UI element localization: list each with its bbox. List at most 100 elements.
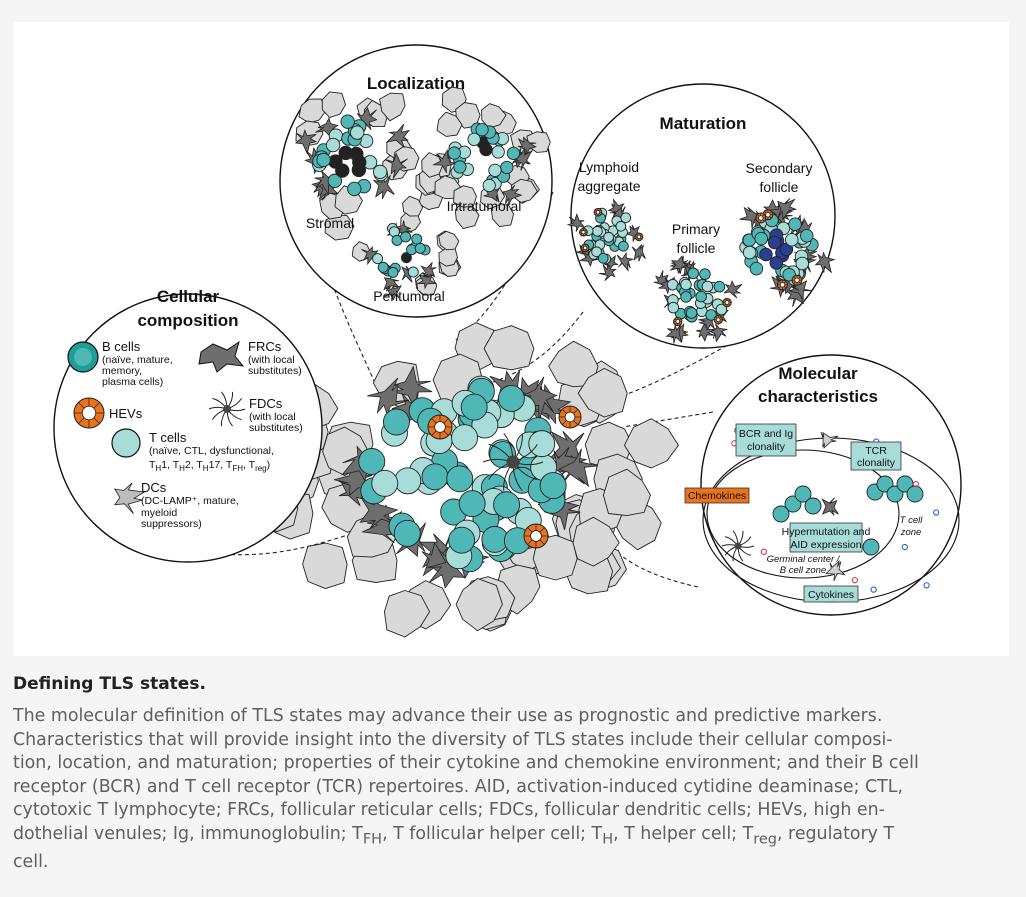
- lymphocyte: [687, 267, 700, 280]
- lymphocyte: [414, 242, 426, 254]
- cytokine-molecule: [923, 582, 930, 589]
- tumor-cell: [483, 325, 535, 371]
- lymphocyte: [325, 137, 341, 153]
- caption-body: The molecular definition of TLS states m…: [13, 705, 1013, 875]
- frc-cell: [777, 198, 798, 221]
- hev-vessel: [579, 227, 588, 237]
- lymphocyte: [685, 307, 698, 319]
- tumor-cell: [455, 578, 503, 632]
- bcr-label-1: BCR and Ig: [739, 428, 793, 440]
- tumor-cell: [302, 542, 348, 590]
- figure-panel: Localization Stromal Intratumoral Peritu…: [13, 22, 1009, 656]
- dc-cell: [820, 431, 839, 449]
- b-cells-desc-3: plasma cells): [102, 376, 163, 388]
- cellular-title-1: Cellular: [157, 287, 220, 306]
- fdc-cell: [721, 530, 755, 562]
- tissue-cell: [438, 247, 458, 267]
- cytokine-molecule: [901, 543, 908, 551]
- frc-cell: [599, 263, 617, 281]
- lymphocyte: [327, 173, 343, 189]
- frc-cell: [501, 184, 523, 205]
- tissue-cell: [379, 92, 406, 122]
- lymphocyte: [453, 160, 467, 174]
- hev-icon: [73, 397, 105, 429]
- lymphocyte: [713, 280, 726, 293]
- lymphocyte: [335, 163, 350, 178]
- peritumoral-tls-drawing: [351, 195, 462, 301]
- lymphocyte: [695, 290, 707, 303]
- lymphocyte: [451, 424, 479, 452]
- lymphocyte: [680, 278, 692, 291]
- fdc-icon: [208, 391, 246, 427]
- lymphocyte: [407, 266, 419, 278]
- caption-line-3: tion, location, and maturation; properti…: [13, 753, 919, 773]
- lymphoid-aggregate-label-2: aggregate: [577, 178, 640, 194]
- t-cell: [906, 485, 924, 503]
- lymphocyte: [393, 519, 421, 547]
- intratumoral-label: Intratumoral: [447, 198, 522, 214]
- hev-vessel: [73, 397, 105, 429]
- tissue-cell: [490, 202, 515, 228]
- tissue-cell: [481, 103, 507, 129]
- cytokine-molecule: [933, 509, 940, 516]
- frc-cell: [821, 497, 839, 516]
- localization-panel: Localization Stromal Intratumoral Peritu…: [279, 44, 553, 318]
- tumor-cell: [577, 367, 628, 418]
- lymphocyte: [785, 233, 799, 247]
- hypermutation-box: [789, 522, 863, 553]
- primary-follicle-drawing: [653, 255, 743, 344]
- b-cells-label: B cells: [102, 339, 141, 354]
- lymphocyte: [394, 467, 422, 495]
- lymphocyte: [372, 253, 384, 265]
- dcs-desc-1: (DC-LAMP⁺, mature,: [141, 495, 239, 507]
- caption-line-5: cytotoxic T lymphocyte; FRCs, follicular…: [13, 800, 885, 820]
- b-cell: [804, 497, 822, 515]
- lymphocyte: [467, 132, 481, 146]
- frc-cell: [558, 448, 598, 488]
- frc-cell: [372, 174, 395, 200]
- lymphocyte: [769, 256, 784, 270]
- cytokine-molecule: [851, 577, 859, 584]
- lymphocyte: [475, 123, 489, 137]
- frc-cell: [566, 213, 587, 232]
- maturation-title: Maturation: [660, 114, 747, 133]
- secondary-follicle-label-2: follicle: [760, 179, 799, 195]
- lymphoid-aggregate-label-1: Lymphoid: [579, 159, 639, 175]
- lymphocyte: [500, 160, 514, 175]
- b-cell: [784, 495, 802, 513]
- lymphocyte: [754, 231, 769, 246]
- lymphocyte: [481, 525, 509, 553]
- frc-cell: [723, 280, 743, 299]
- dcs-label: DCs: [141, 480, 167, 495]
- lymphocyte: [699, 268, 711, 280]
- fdcs-desc-2: substitutes): [249, 422, 303, 434]
- cellular-composition-panel: Cellular composition B cells (naïve, mat…: [53, 287, 323, 563]
- lymphocyte: [788, 217, 802, 232]
- maturation-panel: Maturation Lymphoid aggregate Primary fo…: [566, 83, 836, 349]
- cytokine-molecule: [870, 586, 877, 593]
- frcs-desc-2: substitutes): [248, 365, 302, 377]
- bcr-clonality-box: [735, 423, 797, 457]
- lymphocyte: [358, 448, 386, 475]
- lymphocyte: [603, 231, 614, 243]
- lymphocyte: [340, 114, 355, 129]
- lymphocyte: [482, 178, 496, 193]
- lymphocyte: [528, 430, 556, 458]
- t-cell-icon: [111, 428, 141, 458]
- hev-vessel: [713, 315, 723, 325]
- hev-vessel: [558, 405, 582, 429]
- frc-cell: [416, 272, 438, 290]
- lymphocyte: [749, 261, 764, 276]
- b-cells-desc-1: (naïve, mature,: [102, 354, 173, 366]
- lymphocyte: [446, 465, 474, 493]
- lymphocyte: [620, 212, 632, 224]
- fdc-cell: [482, 433, 544, 491]
- germinal-center-label-2: B cell zone: [780, 565, 826, 576]
- fdc-cell: [208, 391, 246, 427]
- lymphocyte: [377, 261, 389, 273]
- tcr-clonality-box: [850, 441, 902, 471]
- lymphocyte: [350, 125, 365, 140]
- hev-vessel: [580, 243, 590, 253]
- lymphocyte: [618, 240, 629, 252]
- lymphocyte: [592, 225, 603, 237]
